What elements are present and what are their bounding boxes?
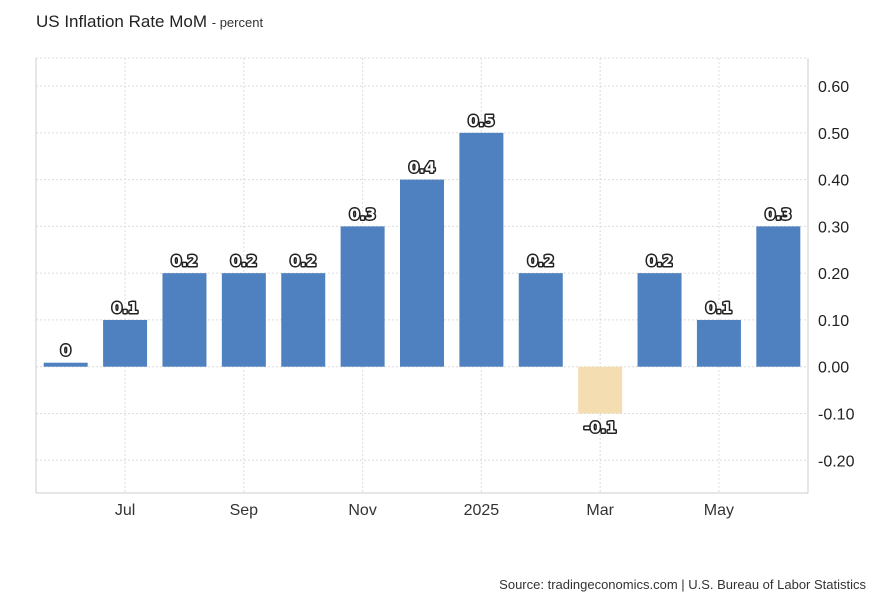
y-tick-label: 0.10: [818, 313, 849, 330]
chart-title-text: US Inflation Rate MoM: [36, 12, 208, 31]
y-tick-label: 0.60: [818, 79, 849, 96]
y-tick-label: 0.50: [818, 126, 849, 143]
bar[interactable]: [221, 273, 266, 367]
data-label: 0.5: [468, 112, 495, 130]
x-axis: Jul Sep Nov 2025 Mar May: [115, 502, 734, 519]
y-tick-label: 0.30: [818, 219, 849, 236]
data-label: 0.3: [765, 205, 792, 223]
chart-title: US Inflation Rate MoM - percent: [36, 12, 263, 32]
x-tick-label: 2025: [464, 502, 500, 519]
source-note: Source: tradingeconomics.com | U.S. Bure…: [499, 577, 866, 592]
data-label: 0.2: [646, 252, 673, 270]
y-axis: 0.60 0.50 0.40 0.30 0.20 0.10 0.00 -0.10 -0.20: [818, 79, 855, 470]
data-label: 0: [60, 342, 70, 360]
data-label: 0.4: [409, 159, 436, 177]
data-label: 0.1: [706, 299, 733, 317]
data-label: 0.3: [349, 205, 376, 223]
x-tick-label: Jul: [115, 502, 135, 519]
y-tick-label: 0.40: [818, 173, 849, 190]
x-tick-label: Mar: [586, 502, 614, 519]
y-tick-label: -0.10: [818, 406, 855, 423]
bars: [43, 132, 801, 414]
bar[interactable]: [459, 132, 504, 367]
data-label: 0.2: [231, 252, 258, 270]
data-label: 0.1: [112, 299, 139, 317]
bar[interactable]: [696, 319, 741, 367]
bar[interactable]: [103, 319, 148, 367]
y-tick-label: -0.20: [818, 453, 855, 470]
chart-unit-label: - percent: [211, 15, 264, 30]
y-tick-label: 0.00: [818, 360, 849, 377]
x-tick-label: Sep: [230, 502, 259, 519]
bar[interactable]: [637, 273, 682, 367]
data-label: -0.1: [584, 418, 617, 436]
x-tick-label: Nov: [348, 502, 376, 519]
y-tick-label: 0.20: [818, 266, 849, 283]
bar[interactable]: [400, 179, 444, 367]
bar[interactable]: [281, 273, 326, 367]
data-label: 0.2: [527, 252, 554, 270]
data-label: 0.2: [290, 252, 317, 270]
bar[interactable]: [43, 362, 88, 367]
data-labels: 0 0.1 0.2 0.2 0.2 0.3 0.4 0.5 0.2 -0.1 0.2 0.1 0.3: [59, 110, 793, 438]
plot-frame: [35, 57, 809, 494]
bar[interactable]: [578, 366, 623, 414]
data-label: 0.2: [171, 252, 198, 270]
bar[interactable]: [162, 273, 207, 367]
bar[interactable]: [518, 273, 563, 367]
bar[interactable]: [756, 226, 801, 367]
bar[interactable]: [340, 226, 385, 367]
x-tick-label: May: [704, 502, 734, 519]
